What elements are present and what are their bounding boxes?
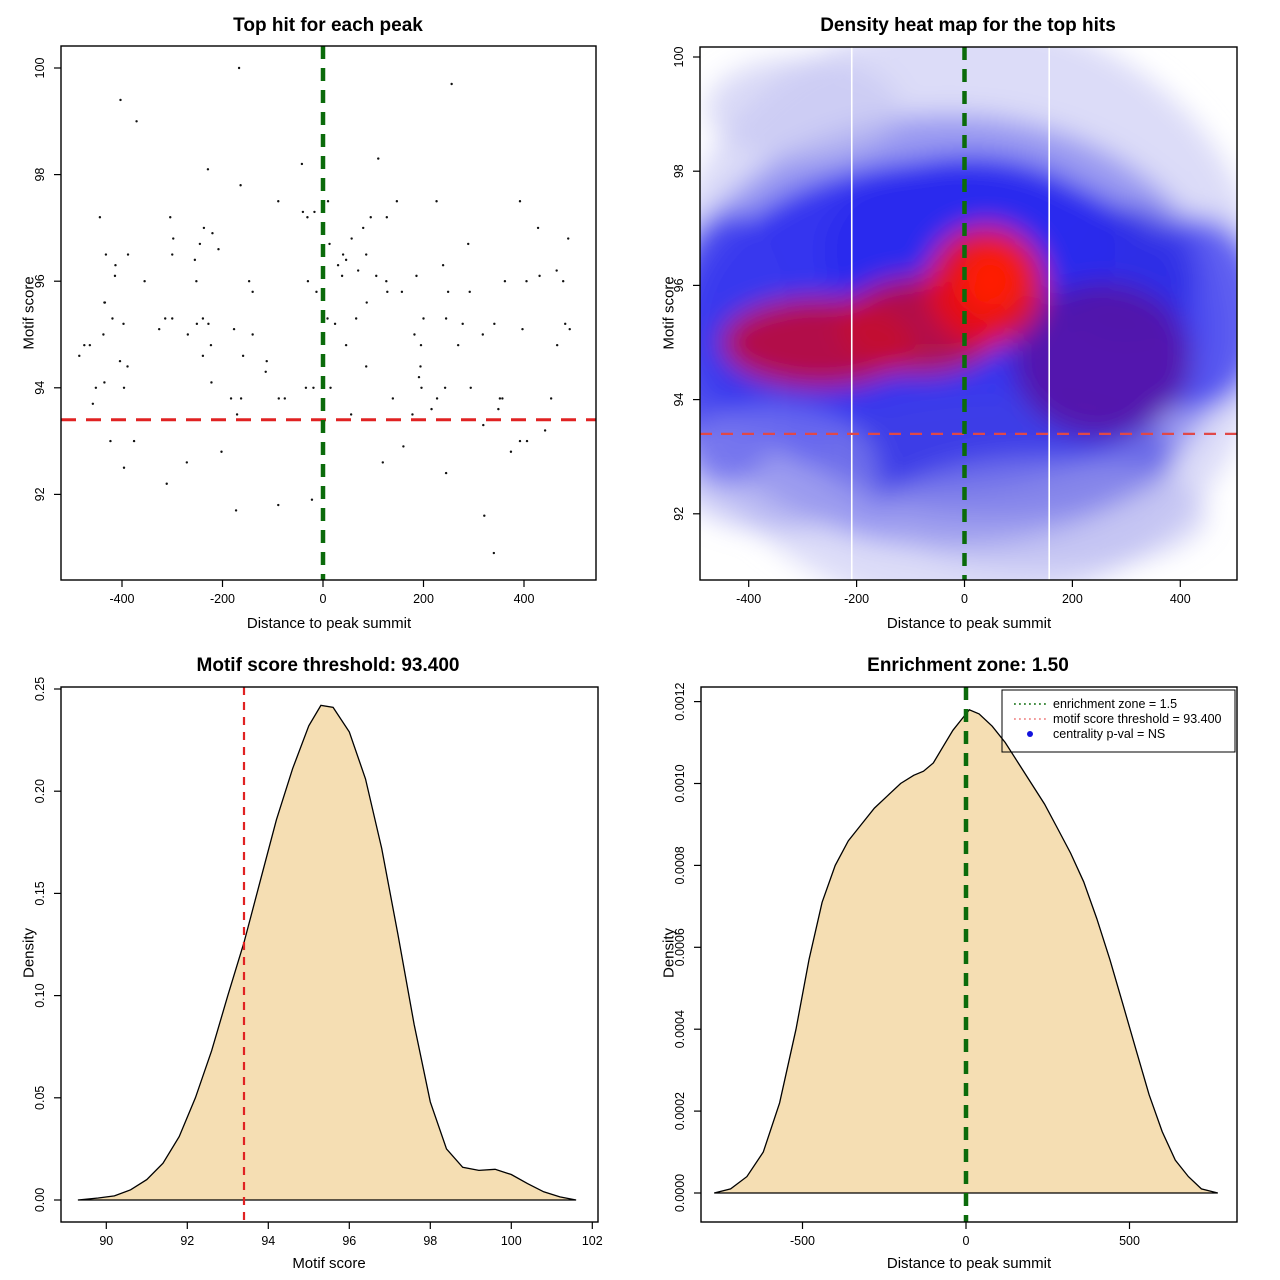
svg-text:0.20: 0.20 bbox=[33, 779, 47, 803]
svg-text:0.0012: 0.0012 bbox=[673, 682, 687, 720]
scatter-plot-canvas: -400 -200 0 200 400 92 94 96 98 100 bbox=[33, 45, 597, 606]
svg-text:0.0010: 0.0010 bbox=[673, 764, 687, 802]
svg-text:98: 98 bbox=[33, 168, 47, 182]
panel-heatmap: -400 -200 0 200 400 92 94 96 98 100 Density heat … bbox=[640, 0, 1280, 640]
svg-text:102: 102 bbox=[582, 1234, 603, 1248]
svg-text:0.0008: 0.0008 bbox=[673, 846, 687, 884]
svg-text:98: 98 bbox=[672, 164, 686, 178]
svg-text:0.10: 0.10 bbox=[33, 983, 47, 1007]
position-density-x-axis-label: Distance to peak summit bbox=[886, 1255, 1052, 1272]
svg-text:94: 94 bbox=[672, 393, 686, 407]
svg-text:92: 92 bbox=[33, 487, 47, 501]
score-density-y-axis-label: Density bbox=[20, 927, 38, 979]
scatter-y-axis-label: Motif score bbox=[20, 276, 38, 350]
svg-text:enrichment zone = 1.5: enrichment zone = 1.5 bbox=[1053, 697, 1177, 711]
svg-text:400: 400 bbox=[514, 592, 535, 606]
svg-text:motif score threshold = 93.400: motif score threshold = 93.400 bbox=[1053, 712, 1222, 726]
svg-text:98: 98 bbox=[423, 1234, 437, 1248]
position-density-canvas: -500 0 500 0.0000 0.0002 0.0004 0.0006 0.0008 0.… bbox=[673, 682, 1238, 1248]
scatter-x-axis-label: Distance to peak summit bbox=[246, 615, 412, 632]
svg-text:94: 94 bbox=[261, 1234, 275, 1248]
svg-text:500: 500 bbox=[1119, 1234, 1140, 1248]
svg-text:-500: -500 bbox=[790, 1234, 815, 1248]
svg-text:0: 0 bbox=[320, 592, 327, 606]
position-density-title: Enrichment zone: 1.50 bbox=[867, 655, 1069, 676]
svg-text:92: 92 bbox=[180, 1234, 194, 1248]
svg-text:0.0004: 0.0004 bbox=[673, 1010, 687, 1048]
svg-text:-400: -400 bbox=[736, 592, 761, 606]
svg-text:200: 200 bbox=[413, 592, 434, 606]
position-density-y-axis-label: Density bbox=[660, 927, 678, 979]
svg-text:94: 94 bbox=[33, 381, 47, 395]
heatmap-y-axis-label: Motif score bbox=[660, 276, 678, 350]
score-density-canvas: 90 92 94 96 98 100 102 0.00 0.05 0.10 0.15 0.20 0.25 bbox=[33, 677, 603, 1248]
svg-text:-400: -400 bbox=[109, 592, 134, 606]
svg-text:0.05: 0.05 bbox=[33, 1086, 47, 1110]
svg-text:200: 200 bbox=[1062, 592, 1083, 606]
svg-text:0.15: 0.15 bbox=[33, 881, 47, 905]
svg-text:90: 90 bbox=[99, 1234, 113, 1248]
scatter-title: Top hit for each peak bbox=[233, 15, 423, 36]
svg-text:-200: -200 bbox=[210, 592, 235, 606]
svg-text:96: 96 bbox=[342, 1234, 356, 1248]
svg-text:centrality p-val = NS: centrality p-val = NS bbox=[1053, 727, 1165, 741]
svg-text:0.0002: 0.0002 bbox=[673, 1092, 687, 1130]
svg-text:0: 0 bbox=[963, 1234, 970, 1248]
heatmap-x-axis-label: Distance to peak summit bbox=[886, 615, 1052, 632]
svg-text:100: 100 bbox=[33, 58, 47, 79]
svg-text:0.0006: 0.0006 bbox=[673, 928, 687, 966]
svg-text:0.25: 0.25 bbox=[33, 677, 47, 701]
svg-text:0: 0 bbox=[961, 592, 968, 606]
svg-text:100: 100 bbox=[672, 47, 686, 68]
heatmap-canvas: -400 -200 0 200 400 92 94 96 98 100 bbox=[672, 46, 1238, 606]
score-density-title: Motif score threshold: 93.400 bbox=[196, 655, 460, 676]
panel-position-density: -500 0 500 0.0000 0.0002 0.0004 0.0006 0.0008 0.… bbox=[640, 640, 1280, 1280]
score-density-x-axis-label: Motif score bbox=[292, 1255, 366, 1272]
heatmap-title: Density heat map for the top hits bbox=[820, 15, 1116, 36]
svg-text:100: 100 bbox=[501, 1234, 522, 1248]
svg-text:96: 96 bbox=[33, 274, 47, 288]
panel-scatter: -400 -200 0 200 400 92 94 96 98 100 Top hit for e… bbox=[0, 0, 640, 640]
svg-text:96: 96 bbox=[672, 278, 686, 292]
svg-text:0.00: 0.00 bbox=[33, 1188, 47, 1212]
svg-text:92: 92 bbox=[672, 507, 686, 521]
panel-score-density: 90 92 94 96 98 100 102 0.00 0.05 0.10 0.15 0.20 0.25… bbox=[0, 640, 640, 1280]
svg-text:-200: -200 bbox=[844, 592, 869, 606]
svg-text:400: 400 bbox=[1170, 592, 1191, 606]
svg-text:0.0000: 0.0000 bbox=[673, 1174, 687, 1212]
